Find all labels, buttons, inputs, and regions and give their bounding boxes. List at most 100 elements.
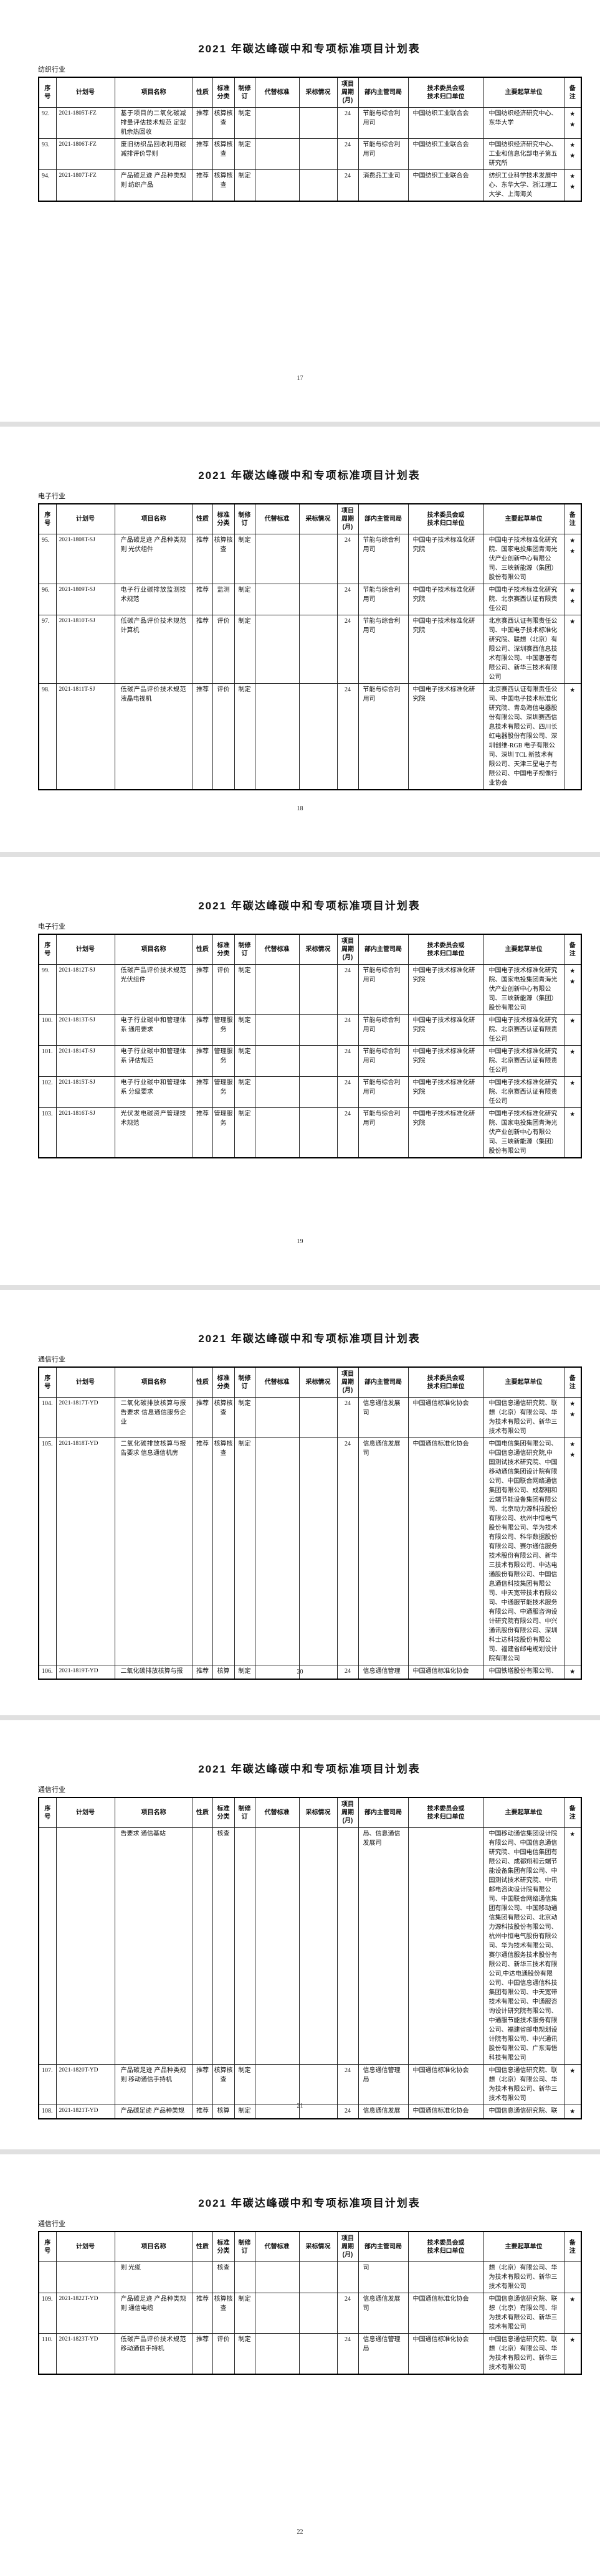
- cell-cycle: 24: [336, 1107, 359, 1158]
- table-header-row: 序 号计划号 项目名称 性质 标准 分类 制修 订代替标准 采标情况 项目 周期 (月) 部内…: [38, 934, 582, 965]
- cell-category: 核算核查: [212, 138, 235, 170]
- cell-drafting-units: 中国信息通信研究院、联想（北京）有限公司、华为技术有限公司、新华三技术有限公司: [483, 2293, 564, 2334]
- cell-tech-committee: 中国电子技术标准化研究院: [407, 1076, 484, 1108]
- page-title: 2021 年碳达峰碳中和专项标准项目计划表: [198, 43, 421, 55]
- cell-adoption: [298, 1437, 338, 1665]
- cell-dept: 节能与综合利用司: [358, 534, 409, 584]
- cell-replaced-standard: [254, 534, 300, 584]
- col-header-note: 备 注: [563, 934, 582, 965]
- cell-cycle: [336, 1827, 359, 2065]
- cell-category: 管理服务: [212, 1014, 235, 1046]
- col-header-replaced-standard: 代替标准: [254, 77, 300, 108]
- cell-dept: 节能与综合利用司: [358, 584, 409, 615]
- cell-nature: 推荐: [192, 584, 213, 615]
- standards-plan-table: 序 号计划号 项目名称 性质 标准 分类 制修 订代替标准 采标情况 项目 周期 (月) 部内…: [38, 1366, 582, 1680]
- cell-project-name: 产品碳足迹 产品种类规: [114, 2105, 193, 2119]
- table-row: 107. 2021-1820T-YD 产品碳足迹 产品种类规则 移动通信手持机 推荐核…: [38, 2064, 582, 2105]
- col-header-project-name: 项目名称: [114, 503, 193, 534]
- cell-tech-committee: 中国通信标准化协会: [407, 1437, 484, 1665]
- cell-drafting-units: 想（北京）有限公司、华为技术有限公司、新华三技术有限公司: [483, 2261, 564, 2293]
- col-header-plan-no: 计划号: [55, 2231, 115, 2262]
- cell-note: ★★: [563, 107, 582, 139]
- cell-type: 制定: [234, 584, 255, 615]
- table-row: 92. 2021-1805T-FZ 基于项目的二氧化碳减排量评估技术规范 定型机余热…: [38, 107, 582, 139]
- col-header-no: 序 号: [38, 77, 57, 108]
- col-header-category: 标准 分类: [212, 77, 235, 108]
- cell-note: ★★: [563, 1397, 582, 1438]
- cell-drafting-units: 中国信息通信研究院、联想（北京）有限公司、华为技术有限公司、新华三技术有限公司: [483, 2064, 564, 2105]
- col-header-note: 备 注: [563, 1366, 582, 1398]
- cell-dept: 信息通信发展司: [358, 1437, 409, 1665]
- cell-no: 93.: [38, 138, 57, 170]
- col-header-note: 备 注: [563, 503, 582, 534]
- cell-category: 核查: [212, 2261, 235, 2293]
- cell-type: 制定: [234, 534, 255, 584]
- cell-no: [38, 2261, 57, 2293]
- cell-type: 制定: [234, 2333, 255, 2375]
- cell-plan-no: 2021-1808T-SJ: [55, 534, 115, 584]
- cell-drafting-units: 中国电子技术标准化研究院、国家电投集团青海光伏产业创新中心有限公司、三峡新能源（…: [483, 1107, 564, 1158]
- col-header-plan-no: 计划号: [55, 503, 115, 534]
- cell-project-name: 产品碳足迹 产品种类规则 光伏组件: [114, 534, 193, 584]
- cell-cycle: 24: [336, 107, 359, 139]
- cell-category: 核算核查: [212, 169, 235, 202]
- table-row: 110. 2021-1823T-YD 低碳产品评价技术规范 移动通信手持机 推荐 评价制…: [38, 2333, 582, 2375]
- col-header-tech-committee: 技术委员会或 技术归口单位: [407, 934, 484, 965]
- cell-replaced-standard: [254, 683, 300, 790]
- col-header-project-name: 项目名称: [114, 1797, 193, 1828]
- cell-category: 核算核查: [212, 534, 235, 584]
- cell-category: 评价: [212, 964, 235, 1015]
- page-separator: [0, 422, 600, 427]
- table-row: 98. 2021-1811T-SJ 低碳产品评价技术规范 液晶电视机 推荐 评价 制定 24…: [38, 683, 582, 790]
- col-header-replaced-standard: 代替标准: [254, 1366, 300, 1398]
- page-separator: [0, 852, 600, 857]
- cell-nature: 推荐: [192, 615, 213, 684]
- page-separator: [0, 1285, 600, 1290]
- cell-note: ★★: [563, 1437, 582, 1665]
- cell-no: 110.: [38, 2333, 57, 2375]
- table-row: 100. 2021-1813T-SJ 电子行业碳中和管理体系 通用要求 推荐 管理服务制…: [38, 1014, 582, 1046]
- cell-adoption: [298, 2293, 338, 2334]
- cell-no: 107.: [38, 2064, 57, 2105]
- table-header-row: 序 号计划号 项目名称 性质 标准 分类 制修 订代替标准 采标情况 项目 周期 (月) 部内…: [38, 1797, 582, 1828]
- cell-drafting-units: 中国电子技术标准化研究院、北京赛西认证有限责任公司: [483, 1076, 564, 1108]
- col-header-replaced-standard: 代替标准: [254, 503, 300, 534]
- cell-cycle: 24: [336, 584, 359, 615]
- cell-tech-committee: 中国电子技术标准化研究院: [407, 1014, 484, 1046]
- cell-plan-no: 2021-1815T-SJ: [55, 1076, 115, 1108]
- col-header-tech-committee: 技术委员会或 技术归口单位: [407, 503, 484, 534]
- col-header-plan-no: 计划号: [55, 1366, 115, 1398]
- col-header-type: 制修 订: [234, 1797, 255, 1828]
- cell-tech-committee: 中国通信标准化协会: [407, 2105, 484, 2119]
- cell-cycle: 24: [336, 534, 359, 584]
- page-title: 2021 年碳达峰碳中和专项标准项目计划表: [198, 900, 421, 912]
- cell-replaced-standard: [254, 138, 300, 170]
- table-row: 96. 2021-1809T-SJ 电子行业碳排放监测技术规范 推荐 监测 制定 24 节能与…: [38, 584, 582, 615]
- cell-drafting-units: 北京赛西认证有限责任公司、中国电子技术标准化研究院、青岛海信电器股份有限公司、深…: [483, 683, 564, 790]
- col-header-drafting-units: 主要起草单位: [483, 503, 564, 534]
- cell-nature: 推荐: [192, 1437, 213, 1665]
- page-content: 2021 年碳达峰碳中和专项标准项目计划表 通信行业 序 号计划号 项目名称 性质标…: [38, 2194, 582, 2375]
- col-header-type: 制修 订: [234, 934, 255, 965]
- cell-dept: 节能与综合利用司: [358, 1014, 409, 1046]
- table-row: 告要求 通信基站 核查 局、信息通信发展司 中国移动通信集团设计院有限公司、中国信息通…: [38, 1827, 582, 2065]
- cell-cycle: 24: [336, 2064, 359, 2105]
- col-header-no: 序 号: [38, 503, 57, 534]
- cell-type: [234, 1827, 255, 2065]
- cell-adoption: [298, 1397, 338, 1438]
- col-header-category: 标准 分类: [212, 2231, 235, 2262]
- cell-adoption: [298, 107, 338, 139]
- industry-section-label: 电子行业: [38, 923, 65, 930]
- cell-type: 制定: [234, 1665, 255, 1680]
- cell-type: 制定: [234, 1107, 255, 1158]
- cell-tech-committee: 中国纺织工业联合会: [407, 138, 484, 170]
- cell-no: 98.: [38, 683, 57, 790]
- col-header-drafting-units: 主要起草单位: [483, 77, 564, 108]
- cell-plan-no: 2021-1823T-YD: [55, 2333, 115, 2375]
- cell-note: ★: [563, 2333, 582, 2375]
- cell-note: ★: [563, 1014, 582, 1046]
- cell-nature: 推荐: [192, 1397, 213, 1438]
- col-header-cycle: 项目 周期 (月): [336, 503, 359, 534]
- cell-category: 管理服务: [212, 1107, 235, 1158]
- col-header-adoption: 采标情况: [298, 934, 338, 965]
